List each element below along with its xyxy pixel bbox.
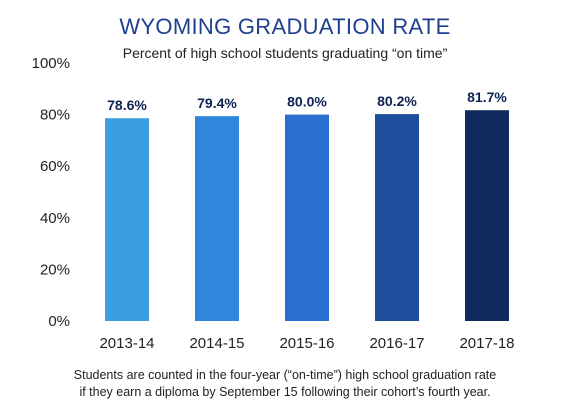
bar bbox=[465, 110, 509, 322]
x-tick-label: 2015-16 bbox=[279, 335, 334, 352]
footnote: Students are counted in the four-year (“… bbox=[0, 367, 570, 401]
footnote-line-1: Students are counted in the four-year (“… bbox=[73, 368, 497, 382]
y-axis: 0% 20% 40% 60% 80% 100% bbox=[32, 55, 70, 330]
bar bbox=[375, 114, 419, 321]
bar bbox=[285, 114, 329, 321]
x-tick-label: 2014-15 bbox=[189, 335, 244, 352]
bar-value-label: 80.2% bbox=[377, 93, 417, 109]
y-tick-label: 20% bbox=[40, 261, 70, 278]
x-tick-label: 2013-14 bbox=[99, 335, 154, 352]
y-tick-label: 0% bbox=[48, 313, 70, 330]
bar-value-label: 80.0% bbox=[287, 94, 327, 110]
y-tick-label: 80% bbox=[40, 107, 70, 124]
bar bbox=[105, 118, 149, 321]
bar-value-label: 78.6% bbox=[107, 97, 147, 113]
x-axis: 2013-14 2014-15 2015-16 2016-17 2017-18 bbox=[99, 335, 514, 352]
y-tick-label: 100% bbox=[32, 55, 70, 72]
bar-value-label: 79.4% bbox=[197, 95, 237, 111]
data-labels: 78.6% 79.4% 80.0% 80.2% 81.7% bbox=[107, 89, 507, 113]
footnote-line-2: if they earn a diploma by September 15 f… bbox=[79, 385, 491, 399]
x-tick-label: 2016-17 bbox=[369, 335, 424, 352]
bar-series bbox=[105, 110, 509, 322]
chart-subtitle: Percent of high school students graduati… bbox=[122, 45, 448, 61]
x-tick-label: 2017-18 bbox=[459, 335, 514, 352]
bar-value-label: 81.7% bbox=[467, 89, 507, 105]
y-tick-label: 40% bbox=[40, 210, 70, 227]
bar bbox=[195, 116, 239, 321]
y-tick-label: 60% bbox=[40, 158, 70, 175]
chart-title: WYOMING GRADUATION RATE bbox=[119, 14, 451, 39]
